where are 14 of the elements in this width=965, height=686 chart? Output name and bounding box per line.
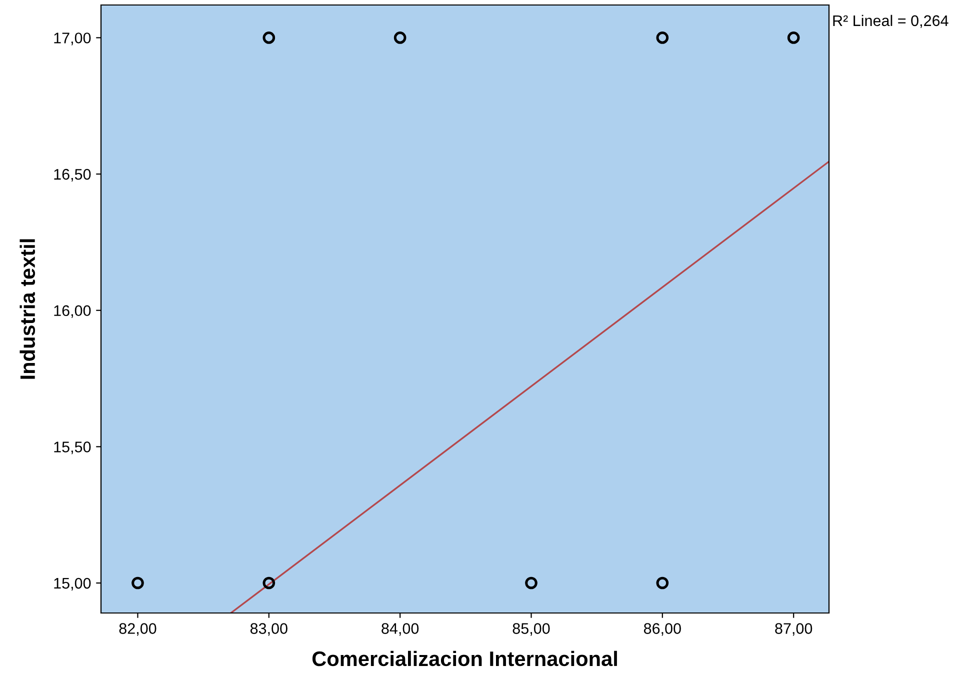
text: R² Lineal = 0,264	[833, 14, 948, 28]
y-tick-label: 15,00	[54, 578, 91, 590]
y-tick-label: 15,50	[54, 442, 91, 454]
x-tick-label: 85,00	[512, 623, 550, 636]
y-tick-label: 17,00	[54, 32, 91, 46]
y-tick-label: 16,50	[54, 168, 91, 182]
x-tick-label: 87,00	[775, 623, 812, 636]
x-tick-label: 86,00	[644, 623, 681, 636]
x-axis-title: Comercializacion Internacional	[312, 650, 617, 666]
y-axis-title: Industria textil	[20, 239, 36, 379]
x-tick-label: 82,00	[119, 623, 156, 636]
y-tick-label: 16,00	[54, 305, 91, 318]
x-tick-label: 83,00	[250, 623, 288, 636]
x-tick-label: 84,00	[382, 623, 419, 636]
